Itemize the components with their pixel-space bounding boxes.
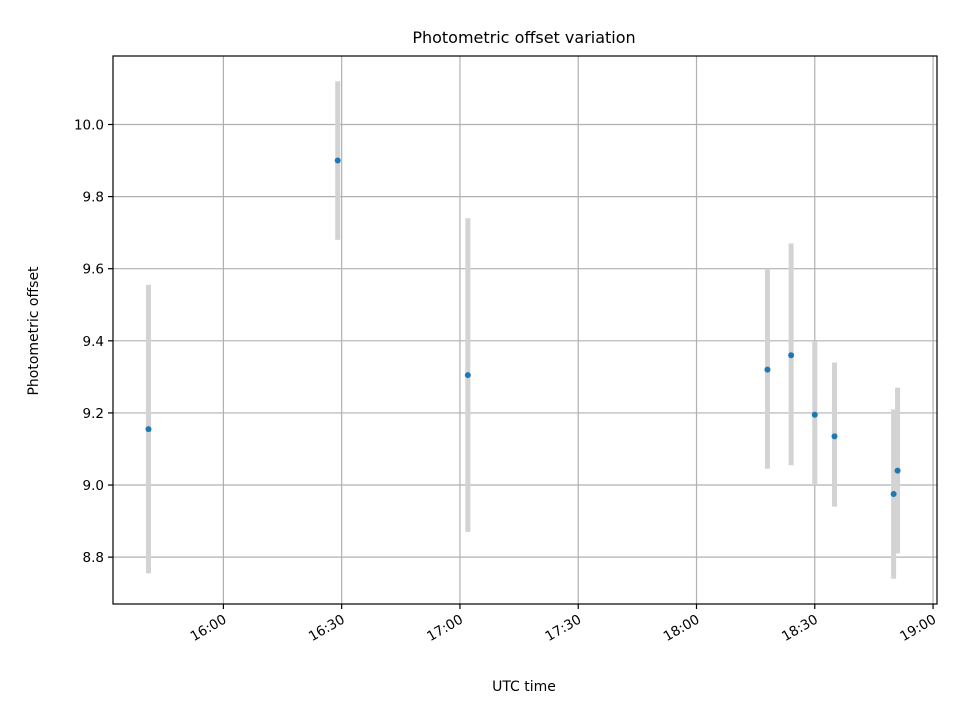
data-point	[890, 491, 897, 498]
y-tick-label: 9.4	[83, 334, 104, 350]
x-tick-label: 17:30	[543, 612, 585, 645]
x-tick-label: 16:00	[188, 612, 230, 645]
x-tick-label: 19:00	[897, 612, 939, 645]
data-point	[811, 411, 818, 418]
x-tick-label: 16:30	[306, 612, 348, 645]
data-points	[145, 157, 901, 498]
data-point	[788, 352, 795, 359]
chart-title: Photometric offset variation	[412, 28, 635, 47]
data-point	[764, 366, 771, 373]
data-point	[894, 467, 901, 474]
y-tick-label: 9.6	[83, 262, 104, 278]
y-axis-label: Photometric offset	[26, 266, 42, 396]
data-point	[334, 157, 341, 164]
x-axis-label: UTC time	[492, 679, 556, 695]
y-tick-label: 9.2	[83, 406, 104, 422]
y-tick-label: 10.0	[74, 118, 104, 134]
plot-frame	[112, 55, 938, 605]
grid-lines	[113, 56, 937, 604]
data-point	[464, 372, 471, 379]
x-tick-label: 17:00	[424, 612, 466, 645]
data-point	[831, 433, 838, 440]
data-point	[145, 426, 152, 433]
y-tick-label: 8.8	[83, 550, 104, 566]
x-tick-label: 18:30	[779, 612, 821, 645]
y-tick-label: 9.8	[83, 190, 104, 206]
x-tick-label: 18:00	[661, 612, 703, 645]
y-tick-label: 9.0	[83, 478, 104, 494]
error-bars	[145, 81, 901, 579]
